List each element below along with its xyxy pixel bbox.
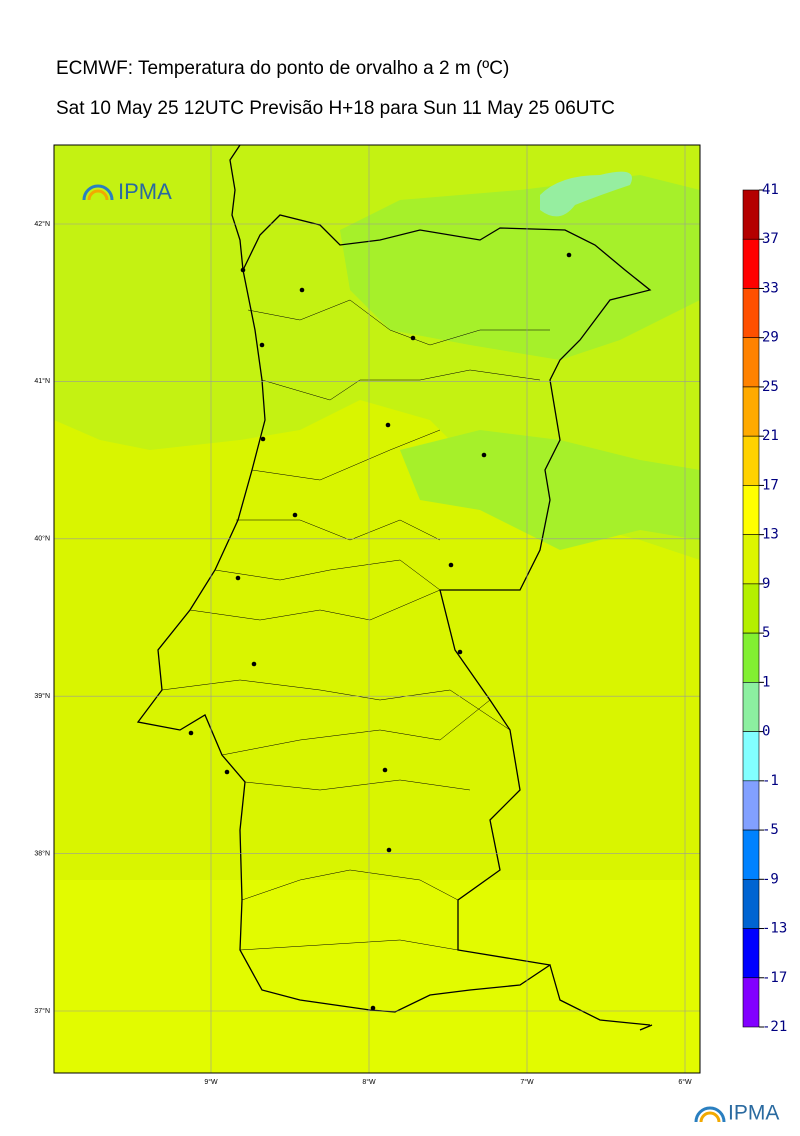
border — [242, 214, 652, 966]
colorbar-label: -21 — [762, 1019, 787, 1035]
lon-label: 8°W — [362, 1078, 376, 1086]
logo-text: IPMA — [118, 179, 172, 204]
colorbar-label: -1 — [762, 773, 779, 789]
lat-label: 42°N — [34, 220, 50, 228]
lat-label: 38°N — [34, 849, 50, 857]
colorbar-segment — [742, 632, 760, 683]
colorbar-segment — [742, 682, 760, 732]
colorbar-label: 13 — [762, 527, 779, 543]
lon-label: 9°W — [204, 1078, 218, 1086]
colorbar-segment — [742, 337, 760, 388]
logo-footer: IPMA — [694, 1102, 779, 1125]
colorbar-segment — [742, 731, 760, 782]
lon-label: 6°W — [678, 1078, 692, 1086]
lon-label: 7°W — [520, 1078, 534, 1086]
colorbar-label: 9 — [762, 576, 770, 592]
colorbar-label: 0 — [762, 724, 770, 740]
colorbar-segment — [742, 485, 760, 535]
green-zone — [400, 430, 700, 550]
colorbar-label: 37 — [762, 231, 779, 247]
colorbar-segment — [742, 386, 760, 437]
colorbar-segment — [742, 288, 760, 339]
colorbar-segment — [742, 928, 760, 979]
colorbar-label: 29 — [762, 330, 779, 346]
map-frame — [53, 144, 701, 1074]
colorbar-segment — [742, 189, 760, 240]
colorbar-label: 25 — [762, 379, 779, 395]
colorbar-segment — [742, 238, 760, 289]
district-borders — [161, 299, 550, 951]
colorbar-label: 17 — [762, 477, 779, 493]
colorbar-label: 33 — [762, 280, 779, 296]
lat-label: 40°N — [34, 535, 50, 543]
colorbar-label: 21 — [762, 428, 779, 444]
colorbar-label: 41 — [762, 182, 779, 198]
colorbar-segment — [742, 435, 760, 486]
colorbar-segment — [742, 583, 760, 634]
colorbar-segment — [742, 878, 760, 929]
logo-text: IPMA — [728, 1102, 779, 1125]
lat-label: 41°N — [34, 377, 50, 385]
colorbar-segment — [742, 534, 760, 585]
colorbar-segment — [742, 829, 760, 880]
logo-map: IPMA — [82, 179, 172, 204]
colorbar-label: 1 — [762, 674, 770, 690]
colorbar-segment — [742, 977, 760, 1028]
colorbar-label: -9 — [762, 871, 779, 887]
colorbar-label: -5 — [762, 822, 779, 838]
map: IPMA — [54, 145, 700, 1073]
colorbar-label: -13 — [762, 921, 787, 937]
green-zone — [340, 175, 700, 360]
subtitle: Sat 10 May 25 12UTC Previsão H+18 para S… — [56, 98, 615, 119]
colorbar-label: 5 — [762, 625, 770, 641]
colorbar: 41 37 33 29 25 21 17 13 9 5 1 0 -1 -5 -9 -13 -17 -21 — [742, 182, 787, 1035]
lat-label: 37°N — [34, 1007, 50, 1015]
cool-zone — [540, 171, 632, 217]
cities — [188, 252, 572, 1011]
lat-label: 39°N — [34, 692, 50, 700]
colorbar-segment — [742, 780, 760, 831]
warm-zone — [54, 880, 700, 1073]
graticule: 42°N 41°N 40°N 39°N 38°N 37°N 9°W 8°W 7°W 6°W — [34, 145, 700, 1086]
title: ECMWF: Temperatura do ponto de orvalho a… — [56, 58, 509, 79]
colorbar-label: -17 — [762, 970, 787, 986]
